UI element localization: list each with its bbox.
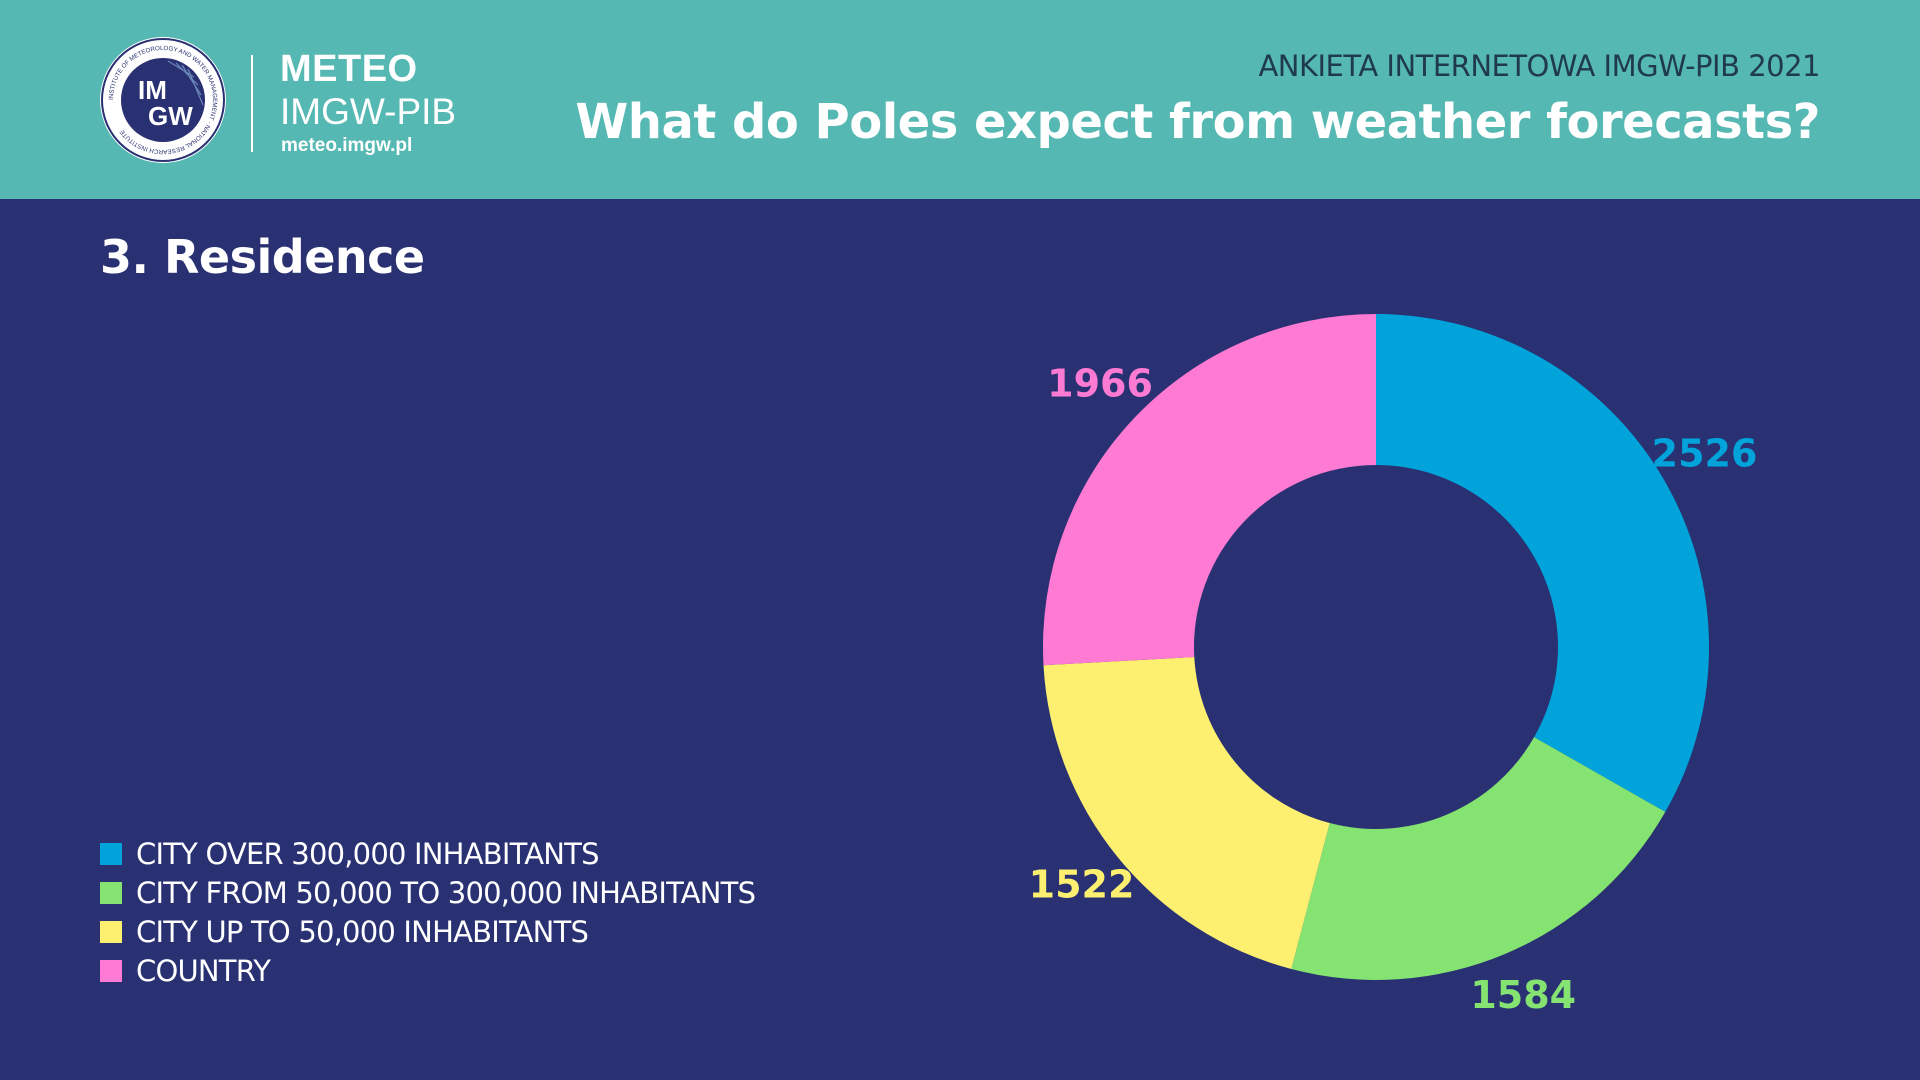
slice-value-label: 1584 xyxy=(1470,973,1576,1017)
brand-name: METEO xyxy=(280,48,418,90)
logo-divider xyxy=(251,55,253,152)
legend-item: CITY FROM 50,000 TO 300,000 INHABITANTS xyxy=(100,873,756,912)
legend-swatch xyxy=(100,842,122,865)
donut-slice xyxy=(1291,737,1666,980)
page-title: What do Poles expect from weather foreca… xyxy=(575,94,1820,150)
donut-slice xyxy=(1043,314,1376,666)
legend-label: CITY FROM 50,000 TO 300,000 INHABITANTS xyxy=(136,875,756,910)
slice-value-label: 1522 xyxy=(1029,863,1135,907)
section-title: 3. Residence xyxy=(100,230,425,284)
brand-subname: IMGW-PIB xyxy=(280,91,457,132)
brand-url: meteo.imgw.pl xyxy=(281,135,413,156)
legend-label: CITY UP TO 50,000 INHABITANTS xyxy=(136,914,589,949)
chart-legend: CITY OVER 300,000 INHABITANTS CITY FROM … xyxy=(100,834,756,990)
logo-text-top: IM xyxy=(138,75,167,105)
legend-label: COUNTRY xyxy=(136,953,271,988)
legend-item: COUNTRY xyxy=(100,951,755,990)
slice-value-label: 1966 xyxy=(1047,361,1153,405)
slice-value-label: 2526 xyxy=(1652,432,1758,476)
survey-title: ANKIETA INTERNETOWA IMGW-PIB 2021 xyxy=(1258,49,1820,83)
legend-swatch xyxy=(100,881,122,904)
legend-swatch xyxy=(100,959,122,982)
donut-slice xyxy=(1043,657,1330,970)
imgw-logo-seal: INSTITUTE OF METEOROLOGY AND WATER MANAG… xyxy=(100,37,226,163)
header-bar: INSTITUTE OF METEOROLOGY AND WATER MANAG… xyxy=(0,0,1920,199)
legend-item: CITY UP TO 50,000 INHABITANTS xyxy=(100,912,755,951)
legend-swatch xyxy=(100,920,122,943)
legend-label: CITY OVER 300,000 INHABITANTS xyxy=(136,836,600,871)
legend-item: CITY OVER 300,000 INHABITANTS xyxy=(100,834,755,873)
donut-slice xyxy=(1376,314,1710,812)
logo-text-bottom: GW xyxy=(148,101,193,131)
